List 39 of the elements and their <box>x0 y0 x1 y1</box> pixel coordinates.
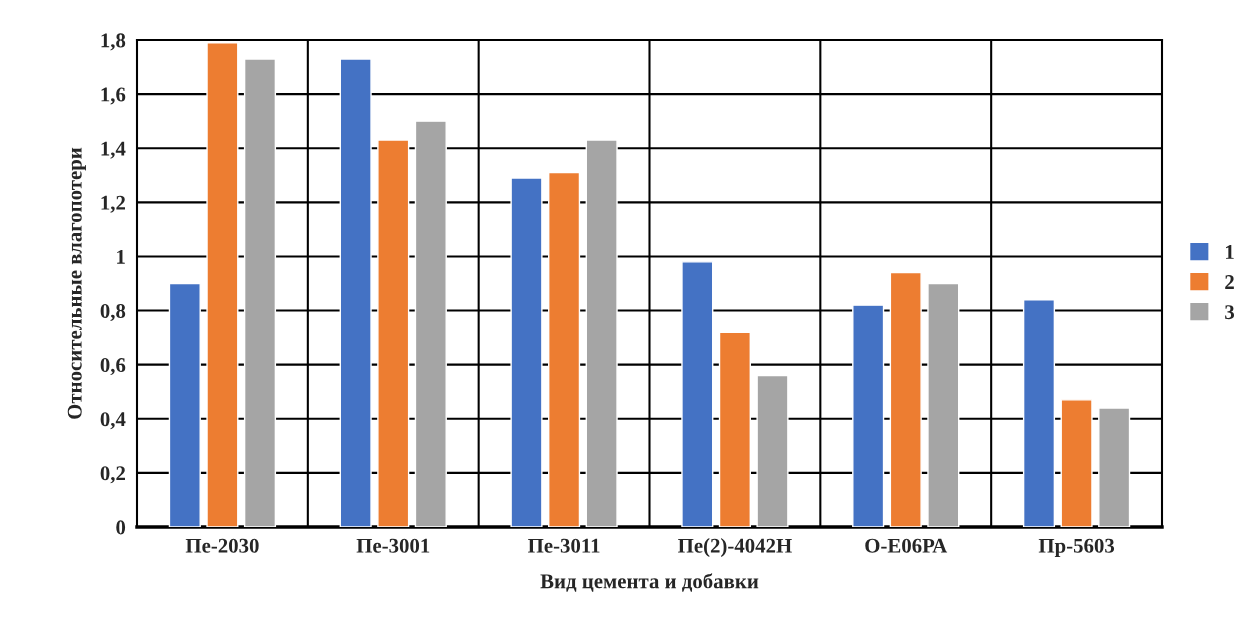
bar <box>1022 299 1056 527</box>
bar <box>718 331 751 527</box>
y-tick-label: 0,4 <box>100 412 126 430</box>
bar <box>339 58 372 527</box>
bar <box>548 171 581 527</box>
bar <box>414 120 447 527</box>
bar <box>206 42 239 527</box>
x-tick-label: Пе(2)-4042Н <box>678 538 792 557</box>
bar <box>927 282 960 527</box>
bar <box>681 261 714 527</box>
y-tick-label: 1 <box>117 249 125 264</box>
bar <box>243 58 277 527</box>
legend-label: 1 <box>1226 245 1234 259</box>
bar <box>852 304 885 527</box>
y-tick-label: 1,8 <box>101 33 126 51</box>
y-tick-label: 0,8 <box>100 303 126 322</box>
bar <box>1060 399 1093 527</box>
bar <box>756 374 789 527</box>
x-axis-title: Вид цемента и добавки <box>540 573 759 592</box>
y-axis-title: Относительные влагопотери <box>67 147 86 419</box>
y-tick-label: 0,2 <box>100 466 125 484</box>
y-tick-label: 0 <box>116 520 126 535</box>
bar <box>889 271 922 527</box>
x-tick-label: Пе-3011 <box>528 538 600 553</box>
x-tick-label: Пе-3001 <box>356 538 430 553</box>
y-tick-label: 0,6 <box>100 358 126 376</box>
y-tick-label: 1,2 <box>101 195 125 213</box>
y-tick-label: 1,4 <box>101 141 126 159</box>
legend-label: 2 <box>1225 275 1234 289</box>
bar <box>585 139 618 527</box>
x-tick-label: Пе-2030 <box>185 538 259 553</box>
bar <box>168 282 201 527</box>
x-tick-label: Пр-5603 <box>1038 538 1115 557</box>
bar <box>377 139 410 527</box>
legend-label: 3 <box>1225 305 1235 320</box>
x-tick-label: О-Е06РА <box>865 538 948 553</box>
y-tick-label: 1,6 <box>101 87 126 105</box>
bar <box>510 177 543 527</box>
bar <box>1098 407 1131 527</box>
